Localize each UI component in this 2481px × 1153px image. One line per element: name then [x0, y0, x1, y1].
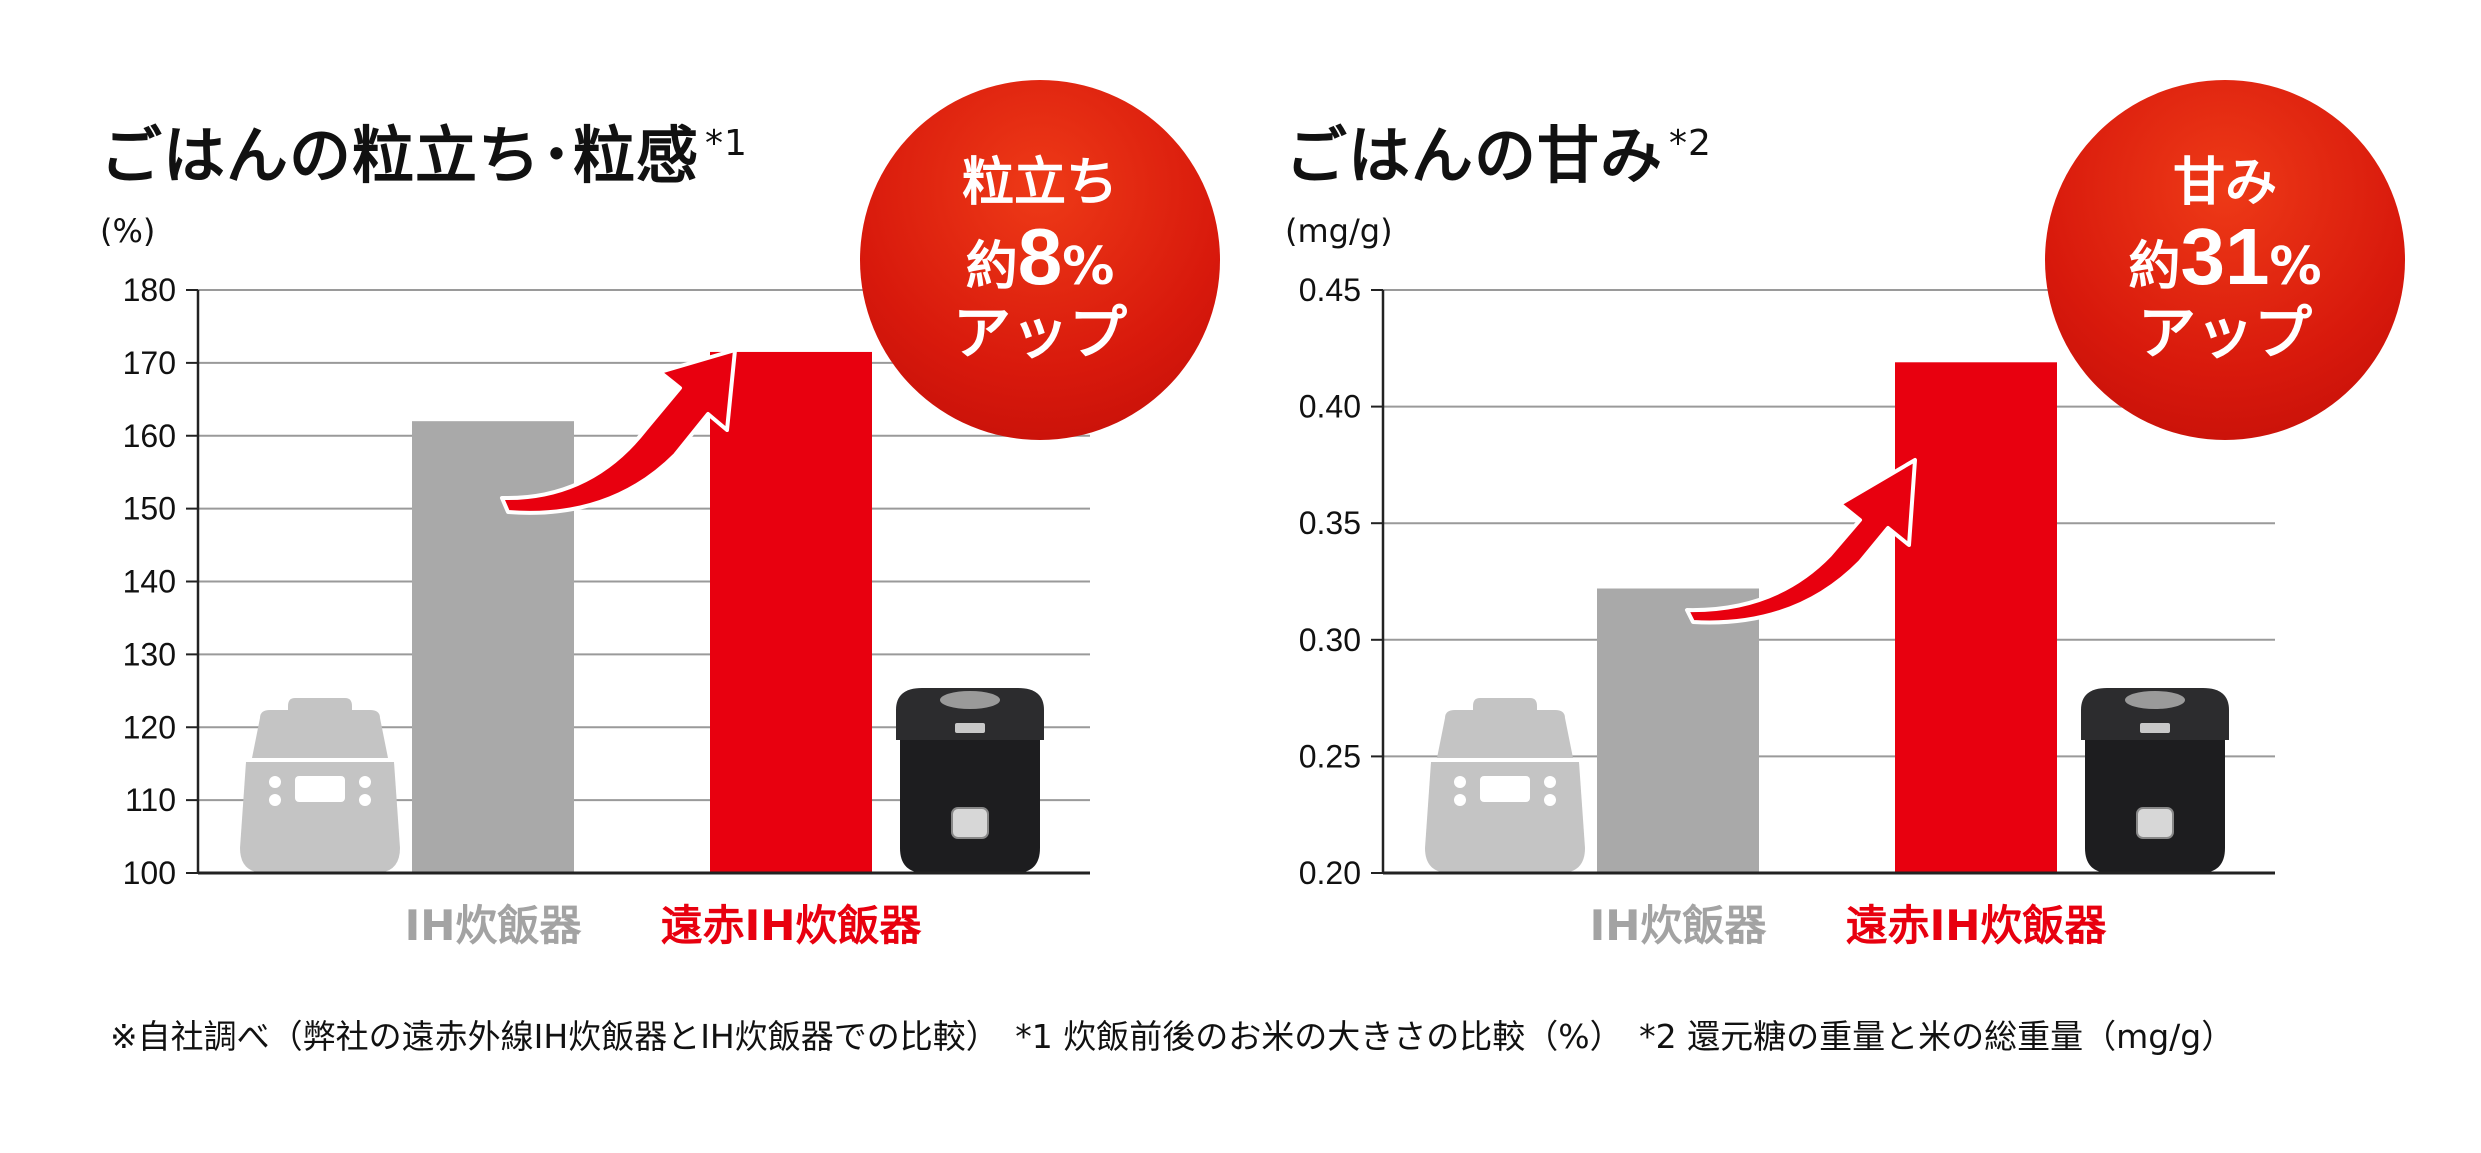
- y-tick-label: 0.20: [1299, 855, 1361, 891]
- y-tick-label: 180: [123, 272, 176, 308]
- rice-cooker-silhouette-icon: [1425, 698, 1585, 873]
- y-tick-label: 130: [123, 636, 176, 672]
- y-tick-label: 0.40: [1299, 389, 1361, 425]
- y-tick-label: 0.30: [1299, 622, 1361, 658]
- y-tick-label: 120: [123, 709, 176, 745]
- y-tick-label: 160: [123, 418, 176, 454]
- y-tick-label: 0.35: [1299, 505, 1361, 541]
- category-label: IH炊飯器: [405, 901, 583, 950]
- footnote: ※自社調べ（弊社の遠赤外線IH炊飯器とIH炊飯器での比較） *1 炊飯前後のお米…: [110, 1017, 2235, 1056]
- y-tick-label: 140: [123, 564, 176, 600]
- bar: [1895, 362, 2057, 873]
- rice-cooker-product-icon: [896, 688, 1044, 873]
- y-axis-unit: (mg/g): [1285, 212, 1393, 250]
- increase-badge: 粒立ち 約8% アップ: [860, 80, 1220, 440]
- y-tick-label: 0.45: [1299, 272, 1361, 308]
- chart-title: ごはんの甘み *2: [1285, 119, 1712, 192]
- y-tick-label: 0.25: [1299, 738, 1361, 774]
- up-arrow-icon: [500, 348, 737, 515]
- bar-chart-grain: 100 110 120 130 140 150 160 170 180 IH炊飯器 遠赤IH炊飯器: [123, 272, 1090, 950]
- bar: [412, 421, 574, 873]
- y-tick-label: 100: [123, 855, 176, 891]
- rice-cooker-product-icon: [2081, 688, 2229, 873]
- bar: [710, 351, 872, 874]
- bar: [1597, 588, 1759, 873]
- rice-cooker-silhouette-icon: [240, 698, 400, 873]
- y-axis-unit: (%): [100, 212, 156, 250]
- chart-title: ごはんの粒立ち･粒感 *1: [100, 119, 748, 192]
- up-arrow-icon: [1685, 458, 1917, 625]
- increase-badge: 甘み 約31% アップ: [2045, 80, 2405, 440]
- chart-panel-grain: ごはんの粒立ち･粒感 *1 (%) 100 110 120 130 140 150 160 17…: [90, 0, 1290, 960]
- y-tick-label: 170: [123, 345, 176, 381]
- category-label: IH炊飯器: [1590, 901, 1768, 950]
- y-tick-label: 110: [125, 782, 176, 818]
- bar-chart-sweetness: 0.20 0.25 0.30 0.35 0.40 0.45 IH炊飯器 遠赤IH炊飯器: [1299, 272, 2275, 950]
- chart-panel-sweetness: ごはんの甘み *2 (mg/g) 0.20 0.25 0.30 0.35 0.40 0.45…: [1275, 0, 2475, 960]
- category-label: 遠赤IH炊飯器: [1846, 901, 2108, 950]
- y-tick-label: 150: [123, 491, 176, 527]
- category-label: 遠赤IH炊飯器: [661, 901, 923, 950]
